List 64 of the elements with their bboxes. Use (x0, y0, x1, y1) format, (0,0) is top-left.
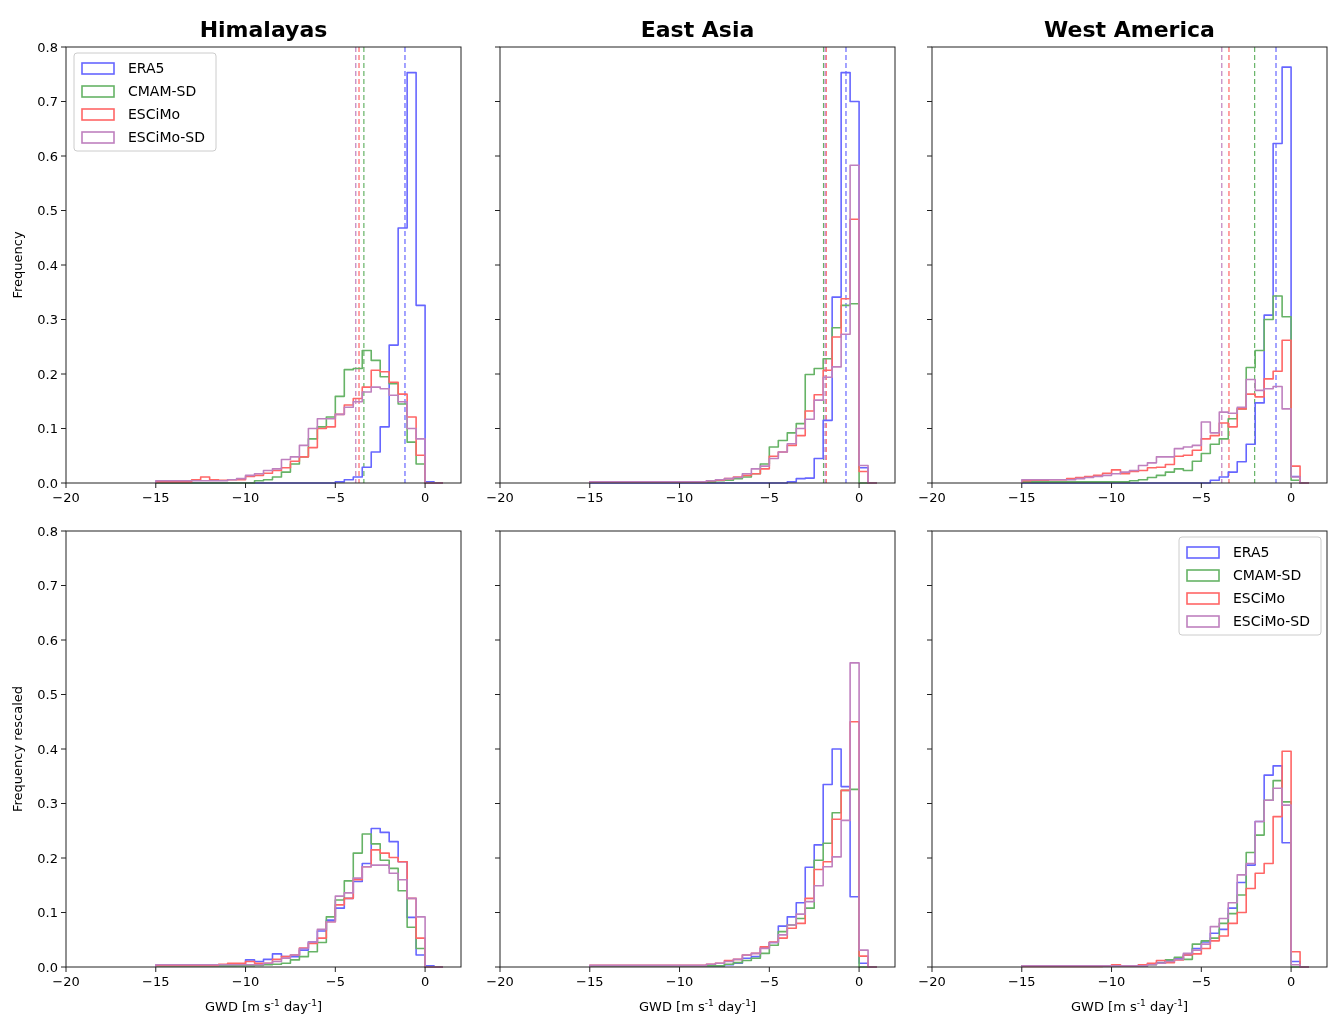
x-tick-label: −15 (142, 490, 170, 505)
legend-label: ESCiMo (128, 106, 181, 122)
x-tick-label: 0 (420, 490, 430, 505)
y-tick-label: 0.0 (37, 959, 58, 975)
x-tick-label: −5 (759, 974, 779, 989)
y-tick-label: 0.0 (37, 475, 58, 491)
legend-label: CMAM-SD (1233, 567, 1302, 583)
x-tick-label: −15 (576, 974, 604, 989)
y-tick-label: 0.5 (37, 203, 58, 219)
y-tick-label: 0.8 (37, 523, 58, 539)
legend-label: ERA5 (128, 60, 165, 76)
x-tick-label: 0 (1286, 974, 1296, 989)
x-tick-label: −15 (142, 974, 170, 989)
x-tick-label: −5 (1191, 490, 1211, 505)
y-tick-label: 0.3 (37, 312, 58, 328)
x-tick-label: −10 (1097, 490, 1126, 505)
y-tick-label: 0.6 (37, 148, 58, 164)
x-tick-label: −10 (1097, 974, 1126, 989)
y-tick-label: 0.1 (37, 421, 58, 437)
y-tick-label: 0.5 (37, 687, 58, 703)
x-tick-label: −20 (918, 490, 946, 505)
x-tick-label: −20 (486, 974, 514, 989)
x-tick-label: −20 (486, 490, 514, 505)
x-tick-label: −5 (759, 490, 779, 505)
y-tick-label: 0.7 (37, 94, 58, 110)
x-tick-label: −10 (231, 974, 260, 989)
y-tick-label: 0.7 (37, 578, 58, 594)
x-tick-label: −5 (325, 974, 345, 989)
x-tick-label: −15 (1008, 490, 1036, 505)
y-axis-title: Frequency rescaled (10, 685, 25, 813)
chart-title: West America (1044, 17, 1215, 42)
x-tick-label: 0 (854, 490, 864, 505)
y-tick-label: 0.8 (37, 39, 58, 55)
x-tick-label: −20 (52, 490, 80, 505)
y-tick-label: 0.2 (37, 850, 58, 866)
chart-title: Himalayas (199, 17, 328, 42)
legend-label: ERA5 (1233, 544, 1270, 560)
x-tick-label: −15 (1008, 974, 1036, 989)
x-axis-title: GWD [m s$^{-1}$ day$^{-1}$] (1071, 998, 1188, 1014)
x-tick-label: −10 (665, 490, 694, 505)
x-tick-label: −20 (918, 974, 946, 989)
legend-label: ESCiMo-SD (128, 129, 206, 145)
y-tick-label: 0.2 (37, 366, 58, 382)
legend-label: CMAM-SD (128, 83, 197, 99)
y-tick-label: 0.4 (37, 741, 58, 757)
y-axis-title: Frequency (10, 231, 25, 299)
y-tick-label: 0.4 (37, 257, 58, 273)
legend-label: ESCiMo (1233, 590, 1286, 606)
x-tick-label: −20 (52, 974, 80, 989)
x-tick-label: −15 (576, 490, 604, 505)
x-axis-title: GWD [m s$^{-1}$ day$^{-1}$] (205, 998, 322, 1014)
x-axis-title: GWD [m s$^{-1}$ day$^{-1}$] (639, 998, 756, 1014)
y-tick-label: 0.3 (37, 796, 58, 812)
x-tick-label: −10 (231, 490, 260, 505)
x-tick-label: −10 (665, 974, 694, 989)
x-tick-label: 0 (1286, 490, 1296, 505)
x-tick-label: −5 (1191, 974, 1211, 989)
x-tick-label: 0 (420, 974, 430, 989)
x-tick-label: −5 (325, 490, 345, 505)
y-tick-label: 0.6 (37, 632, 58, 648)
legend-label: ESCiMo-SD (1233, 613, 1311, 629)
chart-title: East Asia (640, 17, 755, 42)
x-tick-label: 0 (854, 974, 864, 989)
y-tick-label: 0.1 (37, 905, 58, 921)
